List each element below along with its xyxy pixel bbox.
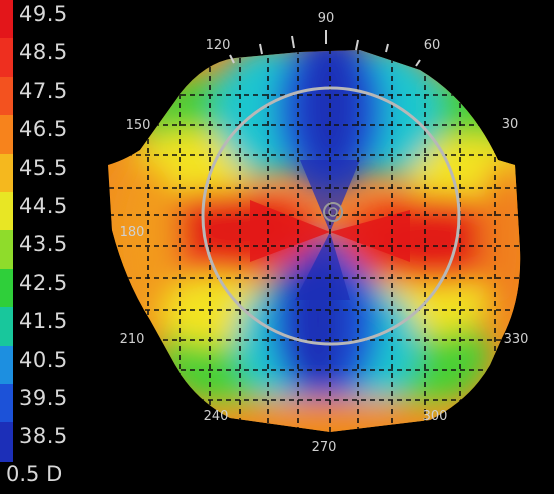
scale-tick-label: 43.5 xyxy=(19,232,68,257)
scale-tick-label: 40.5 xyxy=(19,347,68,372)
scale-tick-label: 46.5 xyxy=(19,117,68,142)
scale-tick-label: 41.5 xyxy=(19,309,68,334)
scale-tick-label: 44.5 xyxy=(19,194,68,218)
angle-label-300: 300 xyxy=(423,409,448,424)
angle-tick-marks xyxy=(229,30,421,67)
optical-zone-circle xyxy=(201,86,461,346)
scale-swatch xyxy=(0,153,13,193)
scale-swatch xyxy=(0,268,13,309)
topography-color-field xyxy=(108,50,521,432)
scale-step-label: 0.5 D xyxy=(6,462,63,486)
angle-label-210: 210 xyxy=(120,332,145,347)
scale-swatch xyxy=(0,76,13,117)
angle-label-240: 240 xyxy=(204,409,229,424)
scale-tick-label: 38.5 xyxy=(19,424,68,449)
scale-swatch xyxy=(0,345,13,385)
angle-label-120: 120 xyxy=(206,38,231,53)
color-scale-legend: 49.5 48.5 47.5 46.5 45.5 44.5 43.5 42.5 41.5 40.5… xyxy=(0,0,118,494)
scale-swatch xyxy=(0,115,13,155)
angle-label-60: 60 xyxy=(424,38,441,53)
scale-swatch xyxy=(0,230,13,270)
angle-label-330: 330 xyxy=(504,332,529,347)
angle-label-150: 150 xyxy=(126,118,151,133)
scale-swatch xyxy=(0,307,13,347)
scale-swatch xyxy=(0,0,13,40)
scale-swatch xyxy=(0,38,13,78)
scale-tick-label: 39.5 xyxy=(19,386,68,410)
scale-tick-label: 49.5 xyxy=(19,2,68,26)
angle-label-180: 180 xyxy=(120,225,145,240)
angle-label-90: 90 xyxy=(318,11,335,26)
scale-swatch xyxy=(0,422,13,462)
scale-swatch xyxy=(0,384,13,424)
scale-tick-label: 48.5 xyxy=(19,40,68,65)
scale-tick-label: 45.5 xyxy=(19,155,68,180)
scale-tick-label: 42.5 xyxy=(19,270,68,295)
scale-swatch xyxy=(0,192,13,232)
angle-label-30: 30 xyxy=(502,117,519,132)
pupil-center-marker xyxy=(323,202,343,222)
angle-labels: 90 60 30 120 150 180 210 330 240 300 270 xyxy=(120,11,529,455)
scale-tick-label: 47.5 xyxy=(19,78,68,103)
angle-label-270: 270 xyxy=(312,440,337,455)
